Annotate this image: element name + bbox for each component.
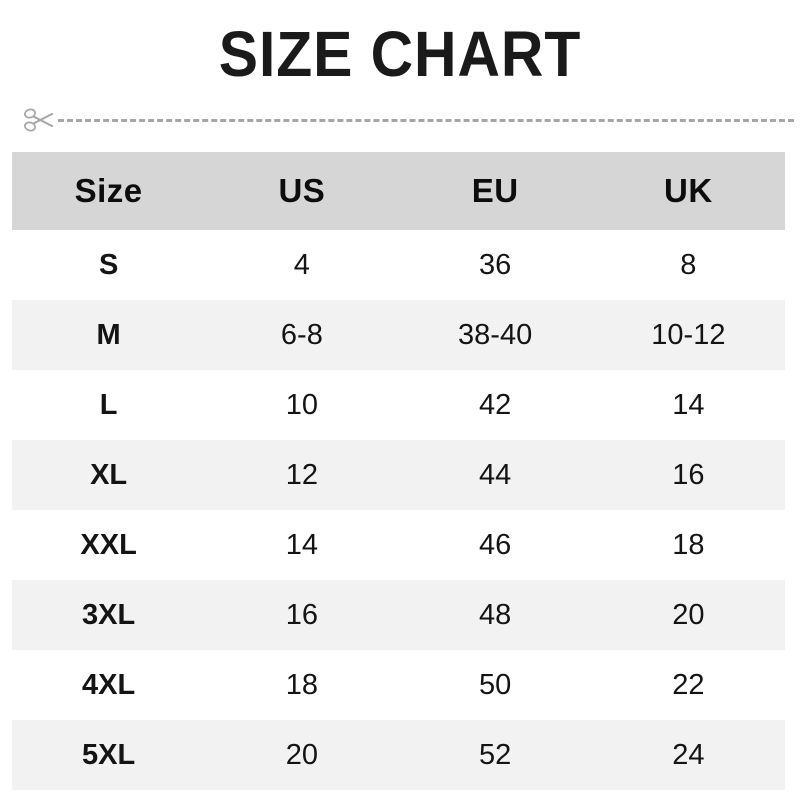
- cell-eu: 42: [478, 388, 512, 421]
- cut-line: [22, 105, 794, 135]
- cell-size: 4XL: [82, 668, 136, 701]
- cell-uk: 10-12: [651, 318, 726, 351]
- cell-eu: 48: [478, 598, 512, 631]
- table-row: 3XL 16 48 20: [12, 580, 785, 650]
- table-row: M 6-8 38-40 10-12: [12, 300, 785, 370]
- table-header-row: Size US EU UK: [12, 152, 785, 230]
- cell-us: 18: [285, 668, 318, 701]
- cell-size: 5XL: [82, 738, 136, 771]
- cell-us: 4: [293, 248, 310, 281]
- cell-us: 14: [285, 528, 318, 561]
- table-row: 5XL 20 52 24: [12, 720, 785, 790]
- table-row: XXL 14 46 18: [12, 510, 785, 580]
- cell-eu: 38-40: [458, 318, 533, 351]
- cell-eu: 46: [478, 528, 512, 561]
- column-header-eu: EU: [398, 152, 592, 230]
- table-row: L 10 42 14: [12, 370, 785, 440]
- column-header-uk: UK: [591, 152, 785, 230]
- cell-size: 3XL: [82, 598, 136, 631]
- cell-eu: 50: [478, 668, 512, 701]
- cell-size: L: [99, 388, 118, 421]
- cell-eu: 36: [478, 248, 512, 281]
- cell-uk: 20: [672, 598, 705, 631]
- cell-size: XL: [90, 458, 128, 491]
- table-row: S 4 36 8: [12, 230, 785, 300]
- cell-size: XXL: [80, 528, 137, 561]
- cell-uk: 14: [672, 388, 705, 421]
- column-header-size: Size: [12, 152, 206, 230]
- cell-eu: 52: [478, 738, 512, 771]
- column-header-us: US: [205, 152, 399, 230]
- cell-uk: 16: [672, 458, 705, 491]
- cell-us: 12: [285, 458, 318, 491]
- page-title: SIZE CHART: [218, 18, 582, 90]
- cell-us: 20: [285, 738, 318, 771]
- cell-uk: 24: [672, 738, 705, 771]
- cell-us: 10: [285, 388, 318, 421]
- cell-size: M: [96, 318, 121, 351]
- dashed-cut-line: [58, 119, 794, 122]
- cell-us: 6-8: [280, 318, 323, 351]
- scissors-icon: [24, 108, 54, 132]
- cell-size: S: [98, 248, 119, 281]
- cell-uk: 8: [680, 248, 697, 281]
- cell-eu: 44: [478, 458, 512, 491]
- cell-uk: 22: [672, 668, 705, 701]
- table-row: XL 12 44 16: [12, 440, 785, 510]
- table-row: 4XL 18 50 22: [12, 650, 785, 720]
- cell-us: 16: [285, 598, 318, 631]
- size-chart-table: Size US EU UK S 4 36 8 M 6-8 38-40 10-12…: [12, 152, 785, 790]
- cell-uk: 18: [672, 528, 705, 561]
